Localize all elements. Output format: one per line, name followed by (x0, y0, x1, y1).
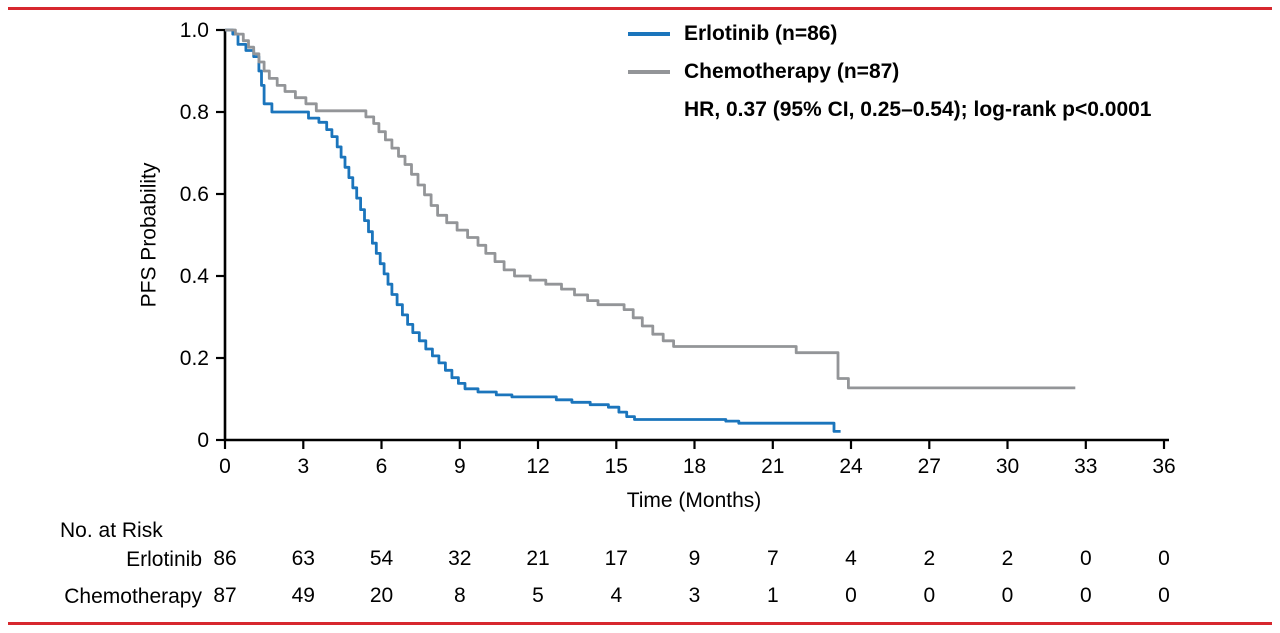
bottom-red-rule (8, 622, 1272, 625)
legend-label-erlotinib: Erlotinib (n=86) (684, 22, 838, 45)
risk-count-erlotinib-21: 7 (767, 547, 779, 570)
risk-count-erlotinib-30: 2 (1002, 547, 1014, 570)
erlotinib-line-swatch (628, 32, 670, 36)
y-tick-label: 0.2 (180, 347, 209, 370)
x-tick-label: 12 (526, 455, 549, 478)
y-axis-title: PFS Probability (136, 85, 162, 385)
risk-count-erlotinib-18: 9 (689, 547, 701, 570)
risk-count-chemotherapy-12: 5 (532, 584, 544, 607)
km-curve-erlotinib (225, 28, 841, 433)
y-axis-title-text: PFS Probability (137, 162, 161, 308)
legend-label-chemotherapy: Chemotherapy (n=87) (684, 60, 900, 83)
risk-count-erlotinib-12: 21 (526, 547, 549, 570)
y-tick-label: 1.0 (180, 19, 209, 42)
x-tick-label: 24 (839, 455, 863, 478)
risk-count-chemotherapy-36: 0 (1158, 584, 1170, 607)
risk-count-chemotherapy-9: 8 (454, 584, 466, 607)
risk-count-chemotherapy-33: 0 (1080, 584, 1092, 607)
top-red-rule (8, 7, 1272, 10)
risk-count-erlotinib-15: 17 (605, 547, 628, 570)
km-curve-chemotherapy (225, 28, 1076, 390)
y-tick-label: 0.6 (180, 183, 209, 206)
risk-count-erlotinib-0: 86 (213, 547, 236, 570)
risk-count-erlotinib-24: 4 (845, 547, 857, 570)
risk-count-erlotinib-33: 0 (1080, 547, 1092, 570)
risk-count-chemotherapy-3: 49 (292, 584, 315, 607)
x-tick-label: 30 (996, 455, 1019, 478)
x-tick-label: 33 (1074, 455, 1097, 478)
risk-count-chemotherapy-18: 3 (689, 584, 701, 607)
risk-count-erlotinib-36: 0 (1158, 547, 1170, 570)
x-tick-label: 6 (376, 455, 388, 478)
risk-row-label-chemotherapy: Chemotherapy (64, 585, 202, 608)
x-axis-title: Time (Months) (626, 489, 762, 512)
risk-count-erlotinib-3: 63 (292, 547, 315, 570)
risk-count-erlotinib-27: 2 (923, 547, 935, 570)
risk-row-label-erlotinib: Erlotinib (126, 548, 202, 571)
risk-count-erlotinib-6: 54 (370, 547, 394, 570)
risk-count-chemotherapy-27: 0 (923, 584, 935, 607)
risk-count-chemotherapy-6: 20 (370, 584, 393, 607)
y-tick-label: 0 (197, 429, 209, 452)
x-tick-label: 9 (454, 455, 466, 478)
legend-item-chemotherapy: Chemotherapy (n=87) (628, 60, 1151, 84)
x-tick-label: 0 (219, 455, 231, 478)
x-tick-label: 3 (297, 455, 309, 478)
risk-table-title: No. at Risk (60, 519, 163, 542)
risk-count-chemotherapy-24: 0 (845, 584, 857, 607)
x-tick-label: 27 (918, 455, 941, 478)
x-tick-label: 21 (761, 455, 784, 478)
risk-count-chemotherapy-30: 0 (1002, 584, 1014, 607)
legend: Erlotinib (n=86) Chemotherapy (n=87) HR,… (628, 22, 1151, 122)
x-tick-label: 36 (1152, 455, 1175, 478)
hr-annotation: HR, 0.37 (95% CI, 0.25–0.54); log-rank p… (684, 98, 1152, 121)
legend-item-erlotinib: Erlotinib (n=86) (628, 22, 1151, 46)
chemotherapy-line-swatch (628, 70, 670, 74)
risk-count-chemotherapy-0: 87 (213, 584, 236, 607)
risk-count-erlotinib-9: 32 (448, 547, 471, 570)
x-tick-label: 15 (605, 455, 628, 478)
x-tick-label: 18 (683, 455, 706, 478)
risk-count-chemotherapy-21: 1 (767, 584, 779, 607)
y-tick-label: 0.8 (180, 101, 209, 124)
y-tick-label: 0.4 (180, 265, 210, 288)
risk-count-chemotherapy-15: 4 (610, 584, 622, 607)
